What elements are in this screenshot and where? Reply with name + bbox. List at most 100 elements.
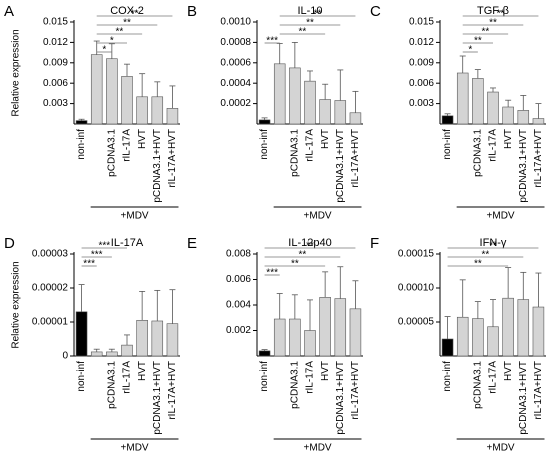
bar <box>304 80 316 125</box>
y-axis-label: Relative expression <box>11 261 22 348</box>
bar <box>487 91 499 125</box>
bar <box>456 72 469 125</box>
significance-label: *** <box>98 241 110 252</box>
bar <box>502 106 514 125</box>
x-tick-label: rIL-17A+HVT <box>167 361 178 420</box>
x-tick-label: HVT <box>137 361 148 381</box>
bar <box>136 96 148 125</box>
x-tick-label: rIL-17A+HVT <box>350 129 361 188</box>
bar <box>532 118 545 125</box>
bar <box>151 96 164 125</box>
significance-label: ** <box>482 27 490 38</box>
y-tick-label: 0.015 <box>409 17 434 28</box>
x-tick-label: rIL-17A+HVT <box>533 129 544 188</box>
bar <box>319 99 331 125</box>
significance-label: ** <box>474 259 482 270</box>
y-tick-label: 0.012 <box>43 37 68 48</box>
y-tick-label: 0.0008 <box>220 37 251 48</box>
bar <box>258 119 271 125</box>
x-tick-label: pCDNA3.1 <box>289 129 300 177</box>
significance-label: ** <box>306 241 314 252</box>
significance-label: ** <box>299 27 307 38</box>
bar <box>273 318 286 357</box>
x-tick-label: rIL-17A <box>488 129 499 162</box>
bar <box>273 63 286 125</box>
y-tick-label: 0.015 <box>43 17 68 28</box>
significance-label: * <box>468 45 472 56</box>
x-tick-label: pCDNA3.1+HVT <box>335 361 346 435</box>
bar <box>166 323 179 357</box>
significance-label: ** <box>306 18 314 29</box>
y-tick-label: 0.006 <box>226 274 251 285</box>
significance-label: *** <box>266 36 278 47</box>
bar <box>456 316 469 357</box>
x-tick-label: pCDNA3.1+HVT <box>335 129 346 203</box>
bar <box>166 108 179 125</box>
x-tick-label: non-inf <box>442 361 453 392</box>
significance-label: *** <box>83 259 95 270</box>
significance-label: ** <box>299 250 307 261</box>
bar <box>517 299 530 357</box>
panel-title: IL-17A <box>111 237 144 249</box>
bar <box>487 326 499 357</box>
y-tick-label: 0.00015 <box>398 249 435 260</box>
y-tick-label: 0.004 <box>226 300 251 311</box>
significance-label: ** <box>489 18 497 29</box>
x-tick-label: pCDNA3.1 <box>472 361 483 409</box>
x-tick-label: rIL-17A+HVT <box>533 361 544 420</box>
significance-label: ** <box>291 259 299 270</box>
bar <box>334 100 347 125</box>
significance-label: * <box>110 36 114 47</box>
x-tick-label: pCDNA3.1+HVT <box>152 361 163 435</box>
y-tick-label: 0.009 <box>409 57 434 68</box>
y-tick-label: 0.0004 <box>220 78 251 89</box>
significance-label: ** <box>131 9 139 20</box>
y-tick-label: 0.0006 <box>220 57 251 68</box>
y-tick-label: 0.00001 <box>32 317 69 328</box>
panel-title: COX-2 <box>110 5 144 17</box>
bar <box>472 78 484 125</box>
group-label: +MDV <box>487 443 515 454</box>
panel-title: IL-12p40 <box>288 237 331 249</box>
x-tick-label: rIL-17A <box>122 129 133 162</box>
panel-title: IFN-γ <box>480 237 507 249</box>
x-tick-label: rIL-17A <box>305 129 316 162</box>
x-tick-label: pCDNA3.1 <box>472 129 483 177</box>
y-tick-label: 0.0010 <box>220 17 251 28</box>
x-tick-label: pCDNA3.1+HVT <box>152 129 163 203</box>
bar <box>441 115 454 125</box>
group-label: +MDV <box>121 443 149 454</box>
panel-letter: A <box>4 3 14 20</box>
x-tick-label: non-inf <box>259 129 270 160</box>
panel-letter: C <box>370 3 381 20</box>
significance-label: ** <box>474 36 482 47</box>
bar <box>502 297 514 357</box>
bar <box>472 318 484 357</box>
y-tick-label: 0.00003 <box>32 249 69 260</box>
x-tick-label: non-inf <box>76 361 87 392</box>
x-tick-label: rIL-17A+HVT <box>350 361 361 420</box>
x-tick-label: pCDNA3.1 <box>289 361 300 409</box>
y-tick-label: 0.00010 <box>398 283 435 294</box>
bar <box>75 311 88 357</box>
y-axis-label: Relative expression <box>11 29 22 116</box>
panel-letter: E <box>187 235 197 252</box>
x-tick-label: non-inf <box>442 129 453 160</box>
x-tick-label: HVT <box>320 129 331 149</box>
y-tick-label: 0 <box>62 351 68 362</box>
x-tick-label: rIL-17A+HVT <box>167 129 178 188</box>
bar <box>532 306 545 357</box>
bar <box>106 351 118 357</box>
x-tick-label: HVT <box>503 129 514 149</box>
significance-label: ** <box>489 241 497 252</box>
panel: F IFN-γ 0.00005 0.00010 0.00015 non-inf pCDNA3… <box>370 235 546 454</box>
bar <box>349 112 362 125</box>
y-tick-label: 0.009 <box>43 57 68 68</box>
x-tick-label: pCDNA3.1+HVT <box>518 361 529 435</box>
x-tick-label: pCDNA3.1+HVT <box>518 129 529 203</box>
bar <box>517 110 530 125</box>
bar <box>136 319 148 357</box>
significance-label: * <box>102 45 106 56</box>
bar <box>90 54 103 125</box>
